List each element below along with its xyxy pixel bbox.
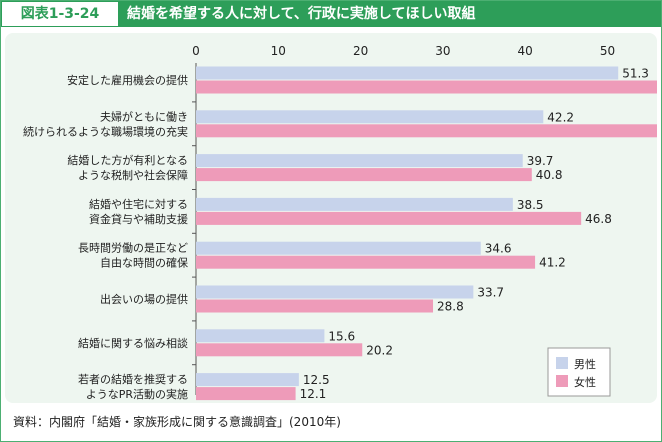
figure-label: 図表1-3-24 [1,1,119,27]
bar-female [196,124,657,138]
category-label: 若者の結婚を推奨する [78,372,188,386]
figure-title: 結婚を希望する人に対して、行政に実施してほしい取組 [127,6,476,22]
category-label: 結婚した方が有利となる [67,153,188,167]
category-label: ようなPR活動の実施 [86,387,188,401]
bar-male [196,285,474,299]
bar-value-label: 39.7 [527,154,554,168]
x-tick-label: 30 [435,44,450,58]
chart-panel: 010203040506070(%)51.360.5安定した雇用機会の提供42.… [5,33,657,403]
x-tick-label: 40 [518,44,533,58]
bar-value-label: 34.6 [485,242,512,256]
category-label: ような税制や社会保障 [78,168,188,182]
bar-value-label: 12.1 [300,387,327,401]
bar-value-label: 40.8 [536,168,563,182]
bar-chart: 010203040506070(%)51.360.5安定した雇用機会の提供42.… [23,44,657,401]
x-tick-label: 50 [600,44,615,58]
bar-male [196,154,523,168]
bar-female [196,255,536,269]
bar-value-label: 42.2 [547,110,574,124]
bar-male [196,373,299,387]
bar-male [196,197,513,211]
category-label: 安定した雇用機会の提供 [67,73,188,87]
legend-box [547,347,611,397]
bar-male [196,241,481,255]
category-label: 長時間労働の是正など [78,241,188,255]
bar-female [196,343,363,357]
x-tick-label: 10 [271,44,286,58]
legend-swatch-male [556,357,568,369]
bar-female [196,387,296,401]
category-label: 夫婦がともに働き [100,109,188,123]
bar-value-label: 41.2 [539,256,566,270]
bar-male [196,329,325,343]
x-tick-label: 20 [353,44,368,58]
category-label: 結婚や住宅に対する [89,197,188,211]
bar-value-label: 33.7 [477,286,504,300]
legend-swatch-female [556,375,568,387]
bar-value-label: 38.5 [517,198,544,212]
legend-label-female: 女性 [574,375,596,389]
bar-value-label: 12.5 [303,373,330,387]
bar-value-label: 15.6 [328,329,355,343]
legend-label-male: 男性 [574,357,596,371]
bar-value-label: 20.2 [366,343,393,357]
bar-female [196,168,532,182]
category-label: 結婚に関する悩み相談 [78,336,188,350]
bar-male [196,66,619,80]
bar-female [196,299,434,313]
bar-female [196,80,657,94]
source-note: 資料：内閣府「結婚・家族形成に関する意識調査」(2010年) [13,415,341,429]
category-label: 資金貸与や補助支援 [89,212,188,226]
bar-female [196,211,582,225]
category-label: 自由な時間の確保 [100,256,188,270]
bar-value-label: 46.8 [585,212,612,226]
bar-male [196,110,544,124]
category-label: 続けられるような職場環境の充実 [23,124,188,138]
category-label: 出会いの場の提供 [100,292,188,306]
bar-value-label: 28.8 [437,300,464,314]
bar-value-label: 51.3 [622,67,649,81]
figure-header: 図表1-3-24 結婚を希望する人に対して、行政に実施してほしい取組 [1,1,661,27]
x-tick-label: 0 [192,44,200,58]
